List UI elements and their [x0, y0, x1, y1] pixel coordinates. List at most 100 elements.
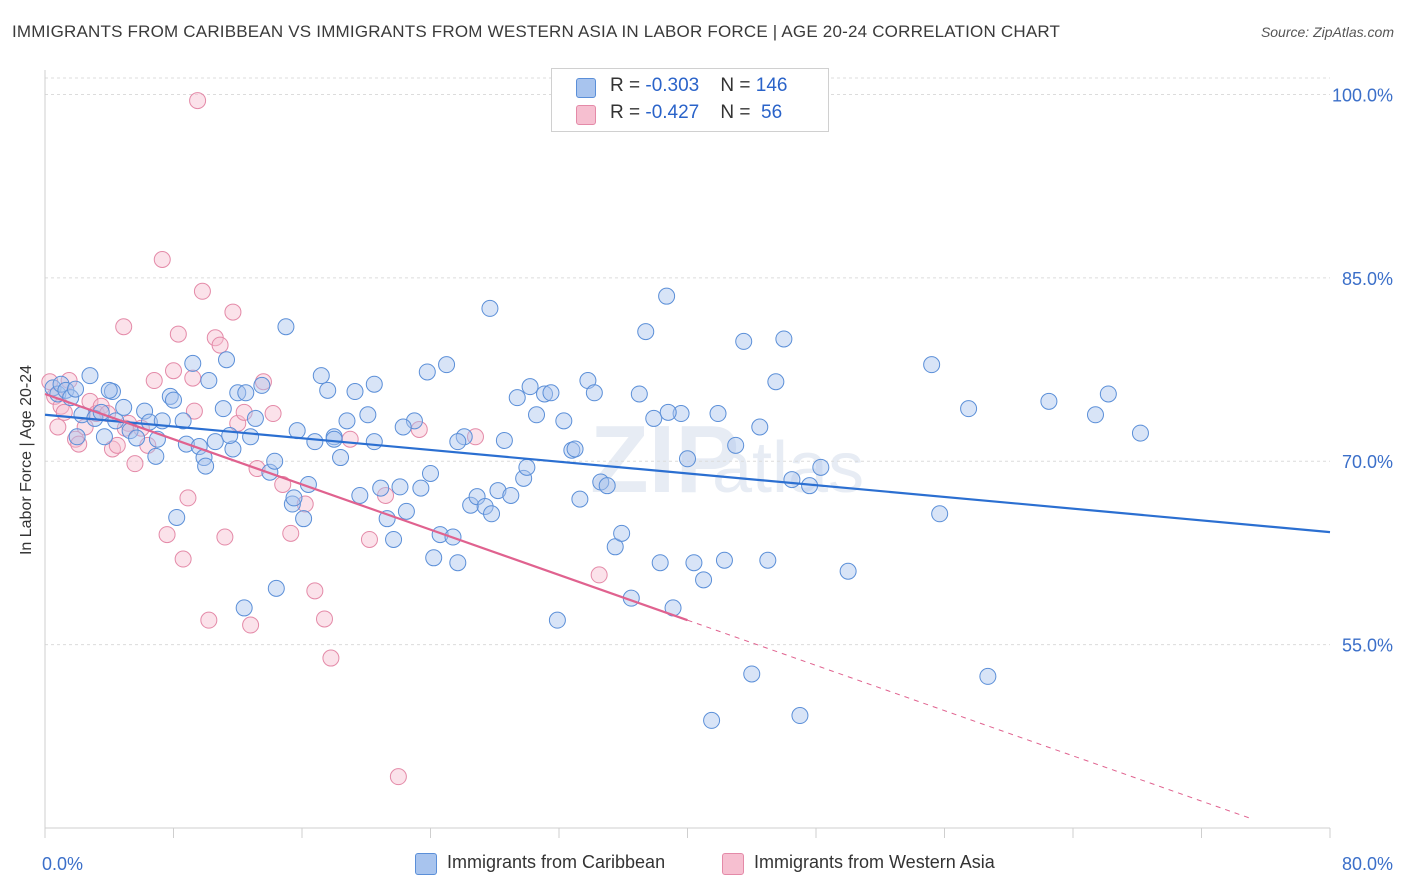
caribbean-point [783, 471, 801, 489]
caribbean-point [136, 402, 154, 420]
caribbean-point [197, 457, 215, 475]
caribbean-point [923, 356, 941, 374]
western-asia-point [264, 405, 282, 423]
western-asia-point [315, 610, 333, 628]
caribbean-point [283, 495, 301, 513]
caribbean-point [518, 458, 536, 476]
caribbean-point [128, 429, 146, 447]
western-asia-point [211, 336, 229, 354]
caribbean-point [277, 318, 295, 336]
caribbean-point [242, 428, 260, 446]
watermark-atlas: atlas [712, 428, 864, 508]
caribbean-point [295, 510, 313, 528]
western-asia-point [108, 436, 126, 454]
caribbean-point [960, 400, 978, 418]
source-credit: Source: ZipAtlas.com [1260, 24, 1394, 40]
legend-r-value-1: -0.303 [645, 75, 700, 96]
y-axis-label: In Labor Force | Age 20-24 [18, 364, 35, 556]
caribbean-point [481, 299, 499, 317]
caribbean-point [483, 505, 501, 523]
caribbean-point [508, 389, 526, 407]
caribbean-point [391, 478, 409, 496]
caribbean-point [100, 381, 118, 399]
western-asia-point [306, 582, 324, 600]
caribbean-point [555, 412, 573, 430]
caribbean-point [775, 330, 793, 348]
bottom-western-asia-label: Immigrants from Western Asia [754, 852, 995, 872]
western-asia-point [200, 611, 218, 629]
caribbean-point [767, 373, 785, 391]
western-asia-point [126, 455, 144, 473]
caribbean-point [418, 363, 436, 381]
caribbean-point [438, 356, 456, 374]
caribbean-point [630, 385, 648, 403]
caribbean-point [165, 391, 182, 409]
caribbean-point [1086, 406, 1104, 424]
caribbean-point [515, 469, 533, 487]
caribbean-point [319, 381, 337, 399]
caribbean-point [502, 486, 520, 504]
caribbean-point [359, 406, 377, 424]
x-tick-label-max: 80.0% [1342, 854, 1393, 874]
caribbean-point [306, 433, 324, 451]
legend-n-value-2: 56 [755, 102, 783, 123]
y-tick-label: 100.0% [1332, 85, 1393, 105]
caribbean-point [659, 403, 677, 421]
caribbean-point [979, 667, 997, 685]
caribbean-point [1040, 392, 1058, 410]
caribbean-point [385, 530, 403, 548]
caribbean-point [285, 489, 303, 507]
caribbean-point [224, 440, 242, 458]
caribbean-point [476, 497, 494, 515]
y-tick-label: 85.0% [1342, 269, 1393, 289]
caribbean-point [206, 433, 224, 451]
caribbean-point [253, 376, 271, 394]
western-asia-point [389, 768, 407, 786]
caribbean-point [266, 452, 284, 470]
x-tick-label-min: 0.0% [42, 854, 83, 874]
western-asia-point [590, 566, 608, 584]
caribbean-point [931, 505, 949, 523]
caribbean-point [542, 384, 560, 402]
western-asia-swatch [576, 105, 596, 125]
caribbean-point [449, 554, 467, 572]
caribbean-point [1099, 385, 1117, 403]
caribbean-point [95, 428, 113, 446]
caribbean-point [585, 384, 603, 402]
caribbean-point [548, 611, 566, 629]
western-asia-point [242, 616, 260, 634]
caribbean-point [449, 433, 467, 451]
caribbean-point [422, 464, 439, 482]
western-asia-point [282, 524, 300, 542]
legend-n-label-2: N = [720, 102, 756, 123]
caribbean-point [115, 398, 133, 416]
caribbean-point [67, 380, 85, 398]
caribbean-point [727, 436, 745, 454]
caribbean-point [812, 458, 830, 476]
caribbean-point [412, 479, 430, 497]
caribbean-point [495, 431, 513, 449]
caribbean-point [325, 430, 343, 448]
western-asia-point [153, 251, 171, 268]
western-asia-point [49, 418, 67, 436]
caribbean-point [312, 367, 330, 385]
caribbean-point [246, 409, 264, 427]
caribbean-point [372, 479, 390, 497]
caribbean-point [536, 385, 554, 403]
western-asia-point [216, 528, 234, 546]
axes [44, 70, 1331, 838]
trend-lines [44, 392, 1331, 819]
caribbean-points [44, 287, 1149, 729]
caribbean-point [237, 384, 255, 402]
caribbean-point [397, 502, 415, 520]
western-asia-point [274, 475, 292, 493]
caribbean-point [735, 332, 753, 350]
y-tick-label: 55.0% [1342, 636, 1393, 656]
legend-r-value-2: -0.427 [645, 102, 700, 123]
caribbean-point [637, 323, 655, 341]
bottom-caribbean-label: Immigrants from Caribbean [447, 852, 666, 872]
western-asia-point [115, 318, 133, 336]
caribbean-point [613, 524, 631, 542]
western-asia-point [70, 435, 88, 453]
